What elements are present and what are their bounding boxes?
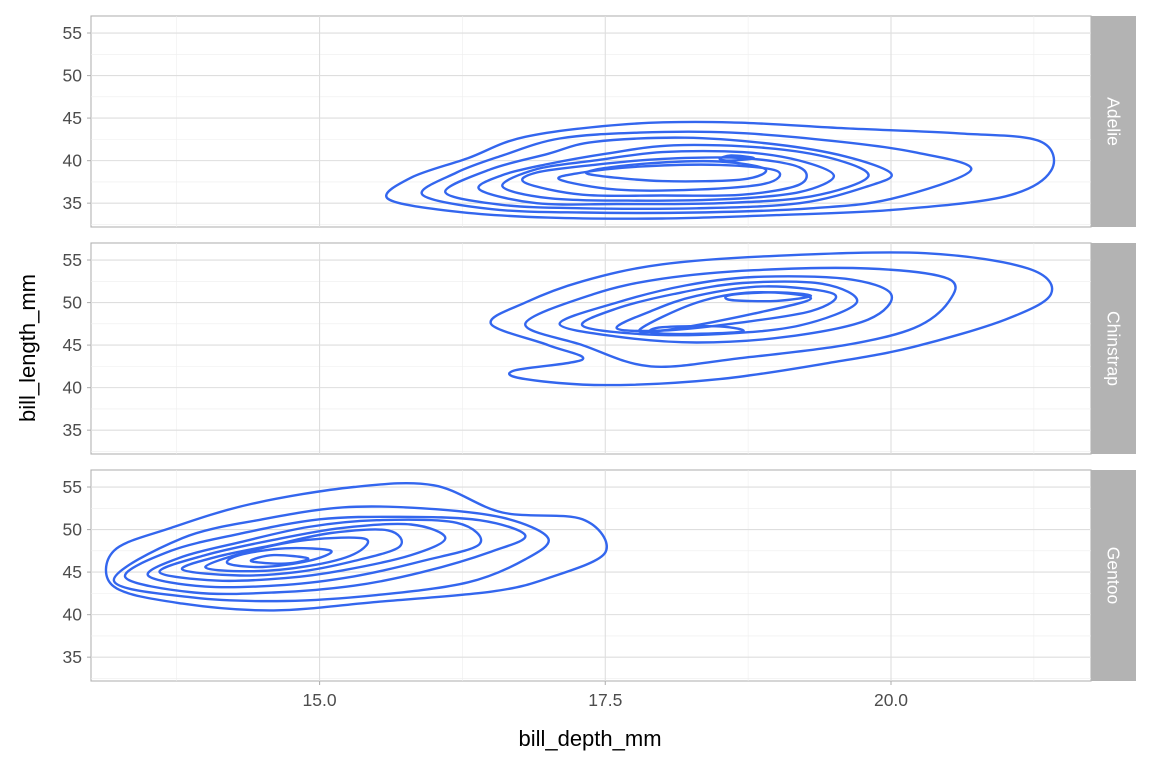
y-tick-label: 35 (63, 647, 82, 667)
x-axis: 15.0 17.5 20.0 (303, 681, 908, 710)
x-tick-label: 17.5 (588, 690, 622, 710)
x-tick-label: 15.0 (303, 690, 337, 710)
density-contour-line (501, 149, 836, 202)
x-tick-label: 20.0 (874, 690, 908, 710)
facet-strip-label: Gentoo (1104, 547, 1124, 604)
density-contour-line (112, 505, 550, 603)
density-contour-line (146, 518, 483, 589)
density-contour-line (489, 251, 1054, 387)
density-contour-line (204, 536, 370, 573)
contour-group (489, 251, 1054, 387)
density-contour-line (420, 130, 973, 215)
density-contour-line (521, 156, 808, 198)
x-axis-title: bill_depth_mm (518, 726, 661, 751)
density-contour-line (104, 481, 608, 612)
y-tick-label: 35 (63, 193, 82, 213)
density-contour-line (615, 285, 838, 333)
density-contour-line (385, 120, 1056, 220)
density-contour-line (444, 136, 893, 210)
density-contour-line (180, 528, 404, 577)
y-tick-label: 50 (63, 66, 83, 86)
facet-panel-chinstrap: 35 40 45 50 55 Chinstrap (63, 242, 1136, 455)
facet-strip (1091, 470, 1136, 681)
y-tick-label: 35 (63, 420, 82, 440)
density-contour-line (249, 553, 310, 565)
density-contour-line (718, 154, 756, 162)
contour-group (104, 481, 608, 612)
density-contour-line (524, 266, 957, 368)
density-contour-line (558, 275, 894, 344)
y-tick-label: 40 (63, 378, 83, 398)
facet-strip-label: Chinstrap (1104, 311, 1124, 386)
density-contour-line (584, 159, 768, 183)
y-tick-label: 45 (63, 108, 82, 128)
y-tick-label: 50 (63, 293, 83, 313)
density-contour-line (477, 143, 870, 206)
y-tick-label: 40 (63, 605, 83, 625)
density-contour-line (637, 291, 813, 334)
facet-panel-adelie: 35 40 45 50 55 Adelie (63, 15, 1136, 228)
y-tick-label: 55 (63, 250, 82, 270)
y-tick-label: 55 (63, 23, 82, 43)
facet-strip (1091, 16, 1136, 227)
y-tick-label: 55 (63, 477, 82, 497)
y-tick-label: 45 (63, 335, 82, 355)
density-contour-line (724, 291, 813, 303)
panel-background (90, 15, 1092, 228)
facet-panel-gentoo: 35 40 45 50 55 Gentoo (63, 469, 1136, 682)
density-contour-line (124, 515, 527, 596)
contour-group (385, 120, 1056, 220)
facet-strip-label: Adelie (1104, 97, 1124, 146)
y-tick-label: 50 (63, 520, 83, 540)
facet-strip (1091, 243, 1136, 454)
density-contour-line (225, 546, 333, 569)
y-tick-label: 40 (63, 151, 83, 171)
density-contour-line (648, 324, 745, 336)
facet-panels: 35 40 45 50 55 Adelie 35 40 45 50 55 Chinstrap 35 40 4… (63, 15, 1136, 682)
density-contour-line (557, 163, 782, 192)
density-contour-line (158, 522, 447, 583)
y-tick-label: 45 (63, 562, 82, 582)
y-axis-title: bill_length_mm (15, 274, 40, 422)
